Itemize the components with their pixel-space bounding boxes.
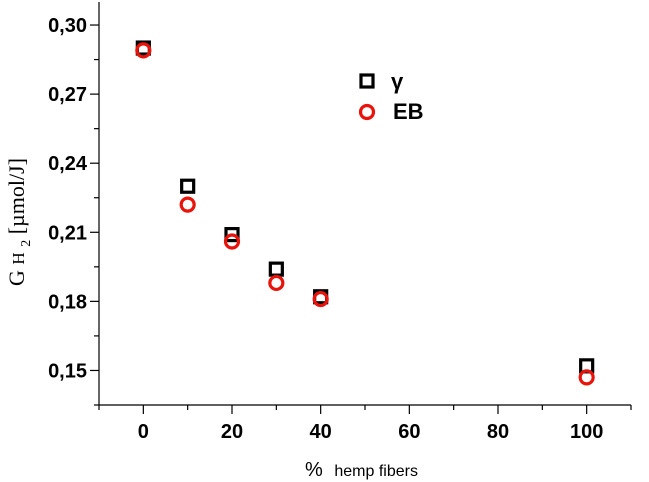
x-axis-title-prefix: %	[305, 459, 323, 481]
x-tick-label: 80	[487, 421, 509, 443]
x-axis-title-text: hemp fibers	[334, 463, 418, 480]
x-tick-label: 0	[138, 421, 149, 443]
y-tick-label: 0,15	[48, 360, 87, 382]
point-gamma	[268, 261, 284, 277]
legend-marker-gamma	[359, 73, 375, 89]
y-tick-label: 0,27	[48, 84, 87, 106]
y-tick-label: 0,18	[48, 291, 87, 313]
point-eb	[312, 290, 329, 308]
y-axis-title-unit: [µmol/J]	[4, 158, 29, 234]
point-eb	[179, 196, 196, 213]
point-gamma	[180, 178, 196, 194]
legend: γ EB	[358, 69, 424, 124]
x-tick-label: 100	[570, 421, 603, 443]
data-points	[135, 40, 595, 386]
y-axis-title-g: G	[4, 270, 29, 286]
y-tick-label: 0,21	[48, 222, 87, 244]
x-axis-title: % hemp fibers	[305, 459, 418, 481]
x-tick-label: 60	[398, 421, 420, 443]
point-gamma	[224, 226, 240, 243]
legend-label-eb: EB	[393, 99, 424, 124]
y-axis-title: G H 2 [µmol/J]	[4, 158, 35, 286]
y-ticks: 0,15 0,18 0,21 0,24 0,27 0,30	[48, 15, 99, 406]
y-axis-title-h: H	[9, 252, 28, 264]
y-tick-label: 0,24	[48, 153, 88, 175]
point-eb	[135, 42, 152, 59]
legend-label-gamma: γ	[391, 69, 404, 94]
axes	[98, 2, 631, 406]
y-tick-label: 0,30	[48, 15, 87, 37]
x-tick-label: 20	[221, 421, 243, 443]
x-ticks: 0 20 40 60 80 100	[98, 405, 632, 443]
y-axis-title-sub: 2	[19, 240, 34, 247]
point-eb	[223, 233, 241, 250]
point-eb	[268, 274, 285, 292]
point-eb	[578, 369, 595, 386]
x-tick-label: 40	[310, 421, 332, 443]
legend-marker-eb	[358, 103, 376, 121]
